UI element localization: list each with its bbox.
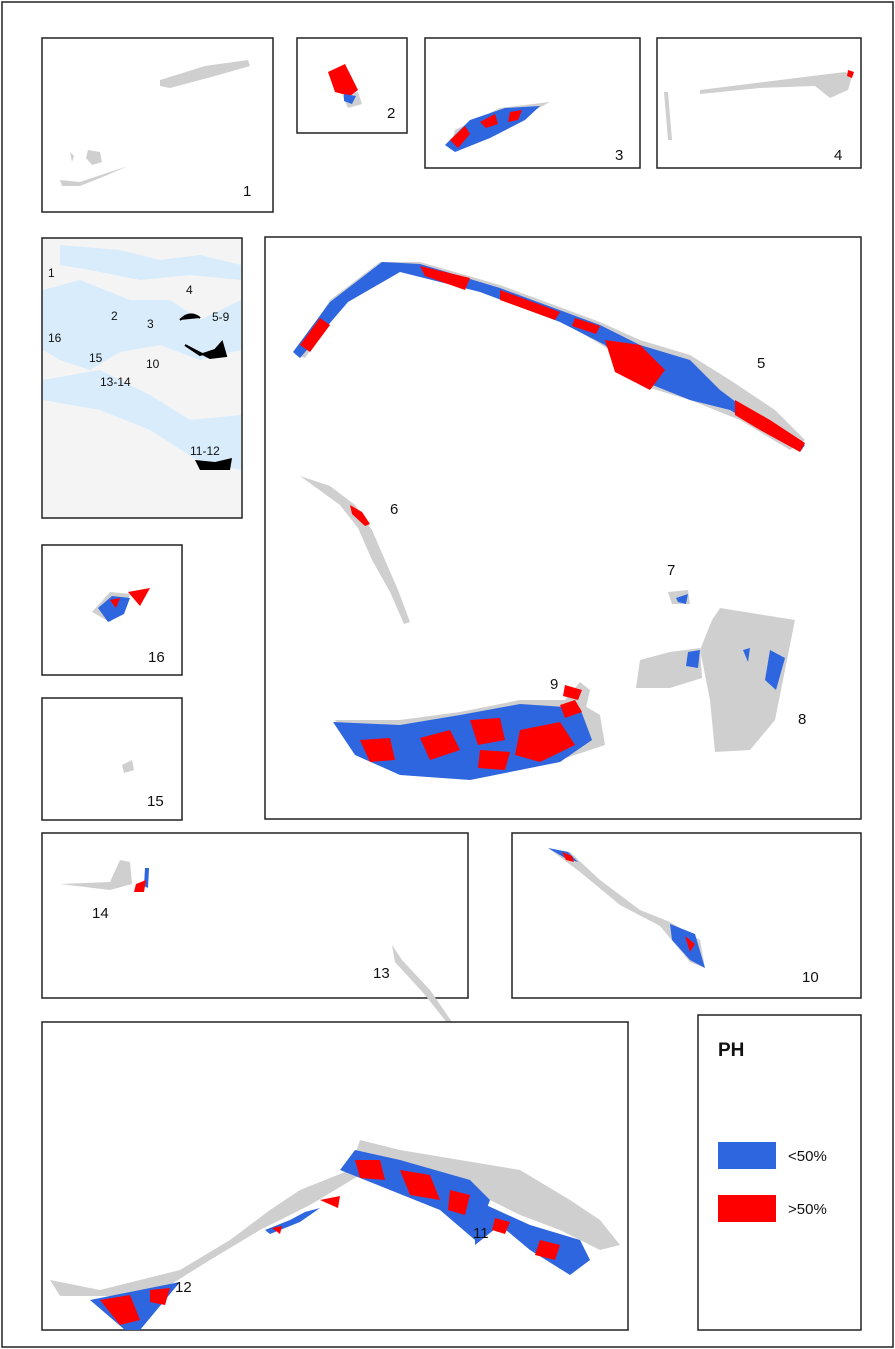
inset-panel-15: 15 — [42, 698, 182, 820]
panel-label: 10 — [802, 969, 819, 986]
panel-label: 7 — [667, 562, 675, 579]
panel-label: 6 — [390, 501, 398, 518]
panel-label: 1 — [243, 183, 251, 200]
inset-panel-5-9: 5 6 7 8 9 — [265, 237, 861, 819]
overview-map: 1 2 3 4 5-9 16 15 10 13-14 11-12 — [42, 238, 242, 518]
overview-label: 13-14 — [100, 375, 131, 389]
inset-panel-2: 2 — [297, 38, 407, 133]
legend-title: PH — [718, 1040, 744, 1061]
map-figure: 1 2 3 4 1 2 3 4 5-9 16 15 10 — [0, 0, 895, 1349]
panel-label: 13 — [373, 965, 390, 982]
inset-panel-13-14: 14 13 — [42, 833, 468, 1024]
legend-swatch — [718, 1142, 776, 1169]
panel-label: 15 — [147, 793, 164, 810]
inset-panel-1: 1 — [42, 38, 273, 212]
panel-label: 3 — [615, 147, 623, 164]
overview-label: 3 — [147, 317, 154, 331]
inset-panel-10: 10 — [512, 833, 861, 998]
legend-label: >50% — [788, 1201, 827, 1218]
panel-label: 11 — [473, 1225, 489, 1242]
panel-label: 9 — [550, 676, 558, 693]
overview-label: 15 — [89, 351, 103, 365]
inset-panel-11-12: 11 12 — [42, 1022, 628, 1330]
overview-label: 11-12 — [190, 444, 220, 458]
panel-label: 16 — [148, 649, 165, 666]
overview-label: 10 — [146, 357, 160, 371]
panel-label: 14 — [92, 905, 109, 922]
panel-label: 2 — [387, 105, 395, 122]
panel-label: 4 — [834, 147, 842, 164]
panel-label: 12 — [175, 1279, 192, 1296]
overview-label: 5-9 — [212, 310, 230, 324]
legend-label: <50% — [788, 1148, 827, 1165]
inset-panel-16: 16 — [42, 545, 182, 675]
legend-swatch — [718, 1195, 776, 1222]
inset-panel-3: 3 — [425, 38, 640, 168]
panel-label: 5 — [757, 355, 765, 372]
legend-frame — [698, 1015, 861, 1330]
overview-label: 2 — [111, 309, 118, 323]
legend: PH <50% >50% — [698, 1015, 861, 1330]
overview-label: 16 — [48, 331, 62, 345]
overview-label: 1 — [48, 266, 55, 280]
inset-panel-4: 4 — [657, 38, 861, 168]
overview-label: 4 — [186, 283, 193, 297]
panel-label: 8 — [798, 711, 806, 728]
panel-frame — [657, 38, 861, 168]
